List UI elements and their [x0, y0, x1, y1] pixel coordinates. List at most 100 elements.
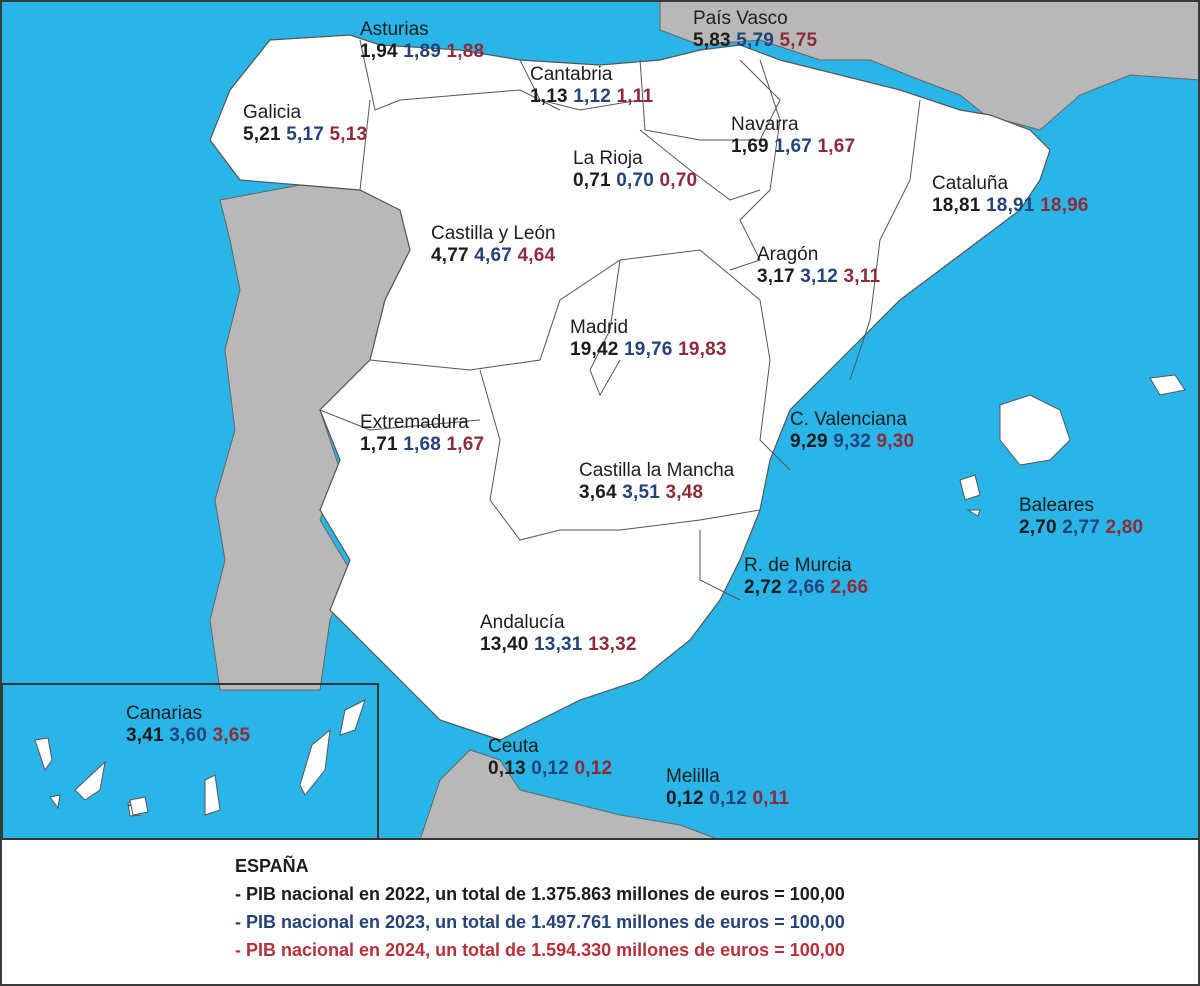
value-2024: 3,48	[665, 481, 704, 503]
region-name: Canarias	[126, 703, 203, 724]
region-name: Navarra	[731, 114, 799, 135]
value-2023: 2,66	[787, 576, 826, 598]
value-2022: 13,40	[480, 633, 529, 655]
legend-title: ESPAÑA	[235, 856, 309, 876]
region-navarra: Navarra 1,69 1,67 1,67	[731, 114, 855, 158]
region-name: Extremadura	[360, 412, 469, 433]
value-2023: 1,68	[403, 433, 442, 455]
value-2024: 3,11	[843, 265, 881, 287]
value-2022: 19,42	[570, 338, 619, 360]
value-2023: 5,79	[736, 29, 775, 51]
value-2024: 1,11	[616, 85, 654, 107]
menorca	[1149, 374, 1186, 396]
value-2024: 1,67	[446, 433, 485, 455]
legend: ESPAÑA - PIB nacional en 2022, un total …	[235, 852, 845, 964]
value-2022: 5,21	[243, 123, 281, 145]
map-shapes	[1, 0, 1200, 840]
value-2023: 18,91	[986, 194, 1035, 216]
value-2022: 3,17	[757, 265, 795, 287]
value-2022: 4,77	[431, 244, 469, 266]
value-2023: 1,89	[403, 40, 442, 62]
region-extremadura: Extremadura 1,71 1,68 1,67	[360, 412, 484, 456]
value-2022: 0,12	[666, 787, 704, 809]
value-2022: 3,41	[126, 724, 164, 746]
value-2022: 0,71	[573, 169, 611, 191]
value-2024: 18,96	[1040, 194, 1089, 216]
region-andalucia: Andalucía 13,40 13,31 13,32	[480, 612, 637, 656]
value-2024: 9,30	[876, 430, 915, 452]
formentera	[966, 509, 981, 517]
value-2024: 4,64	[517, 244, 556, 266]
region-name: Castilla la Mancha	[579, 460, 735, 481]
value-2022: 1,13	[530, 85, 568, 107]
region-name: R. de Murcia	[744, 555, 852, 576]
value-2022: 1,94	[360, 40, 398, 62]
legend-line-2024: - PIB nacional en 2024, un total de 1.59…	[235, 940, 845, 960]
region-name: Baleares	[1019, 495, 1094, 516]
value-2022: 9,29	[790, 430, 828, 452]
region-name: C. Valenciana	[790, 409, 907, 430]
region-cantabria: Cantabria 1,13 1,12 1,11	[530, 64, 653, 108]
legend-line-2022: - PIB nacional en 2022, un total de 1.37…	[235, 884, 845, 904]
region-name: Asturias	[360, 19, 429, 40]
value-2023: 0,70	[616, 169, 655, 191]
region-name: País Vasco	[693, 8, 788, 29]
value-2024: 1,67	[817, 135, 856, 157]
morocco-land	[419, 749, 721, 840]
value-2024: 13,32	[588, 633, 637, 655]
value-2023: 1,67	[774, 135, 813, 157]
value-2024: 0,70	[659, 169, 698, 191]
region-name: Galicia	[243, 102, 302, 123]
value-2024: 5,13	[329, 123, 368, 145]
value-2022: 1,71	[360, 433, 398, 455]
region-name: Melilla	[666, 766, 720, 787]
region-baleares: Baleares 2,70 2,77 2,80	[1019, 495, 1143, 539]
region-ceuta: Ceuta 0,13 0,12 0,12	[488, 736, 612, 780]
region-name: Andalucía	[480, 612, 565, 633]
value-2024: 0,12	[574, 757, 613, 779]
value-2023: 0,12	[709, 787, 748, 809]
canary-islands	[34, 699, 366, 817]
value-2022: 2,70	[1019, 516, 1057, 538]
value-2024: 2,66	[830, 576, 869, 598]
region-name: Cantabria	[530, 64, 613, 85]
value-2022: 0,13	[488, 757, 526, 779]
france-land	[659, 0, 1200, 131]
region-castilla-y-leon: Castilla y León 4,77 4,67 4,64	[431, 223, 556, 267]
value-2023: 2,77	[1062, 516, 1101, 538]
value-2023: 5,17	[286, 123, 325, 145]
value-2022: 18,81	[932, 194, 981, 216]
value-2023: 4,67	[474, 244, 513, 266]
region-galicia: Galicia 5,21 5,17 5,13	[243, 102, 367, 146]
value-2022: 3,64	[579, 481, 617, 503]
region-la-rioja: La Rioja 0,71 0,70 0,70	[573, 148, 697, 192]
region-melilla: Melilla 0,12 0,12 0,11	[666, 766, 789, 810]
value-2023: 1,12	[573, 85, 612, 107]
region-name: Ceuta	[488, 736, 539, 757]
region-aragon: Aragón 3,17 3,12 3,11	[757, 244, 880, 288]
value-2022: 2,72	[744, 576, 782, 598]
value-2023: 3,12	[800, 265, 839, 287]
region-borders	[319, 39, 921, 601]
value-2023: 13,31	[534, 633, 583, 655]
canarias-inset-frame	[1, 683, 379, 840]
ibiza	[959, 474, 981, 501]
region-name: Castilla y León	[431, 223, 556, 244]
value-2022: 5,83	[693, 29, 731, 51]
region-cataluna: Cataluña 18,81 18,91 18,96	[932, 173, 1089, 217]
value-2024: 0,11	[752, 787, 790, 809]
value-2023: 3,60	[169, 724, 208, 746]
value-2023: 3,51	[622, 481, 661, 503]
value-2024: 5,75	[779, 29, 818, 51]
region-asturias: Asturias 1,94 1,89 1,88	[360, 19, 484, 63]
region-name: Madrid	[570, 317, 629, 338]
legend-line-2023: - PIB nacional en 2023, un total de 1.49…	[235, 912, 845, 932]
mallorca	[999, 394, 1071, 466]
region-name: Cataluña	[932, 173, 1009, 194]
region-c-valenciana: C. Valenciana 9,29 9,32 9,30	[790, 409, 914, 453]
region-murcia: R. de Murcia 2,72 2,66 2,66	[744, 555, 868, 599]
region-madrid: Madrid 19,42 19,76 19,83	[570, 317, 727, 361]
value-2022: 1,69	[731, 135, 769, 157]
region-pais-vasco: País Vasco 5,83 5,79 5,75	[693, 8, 817, 52]
value-2023: 9,32	[833, 430, 872, 452]
